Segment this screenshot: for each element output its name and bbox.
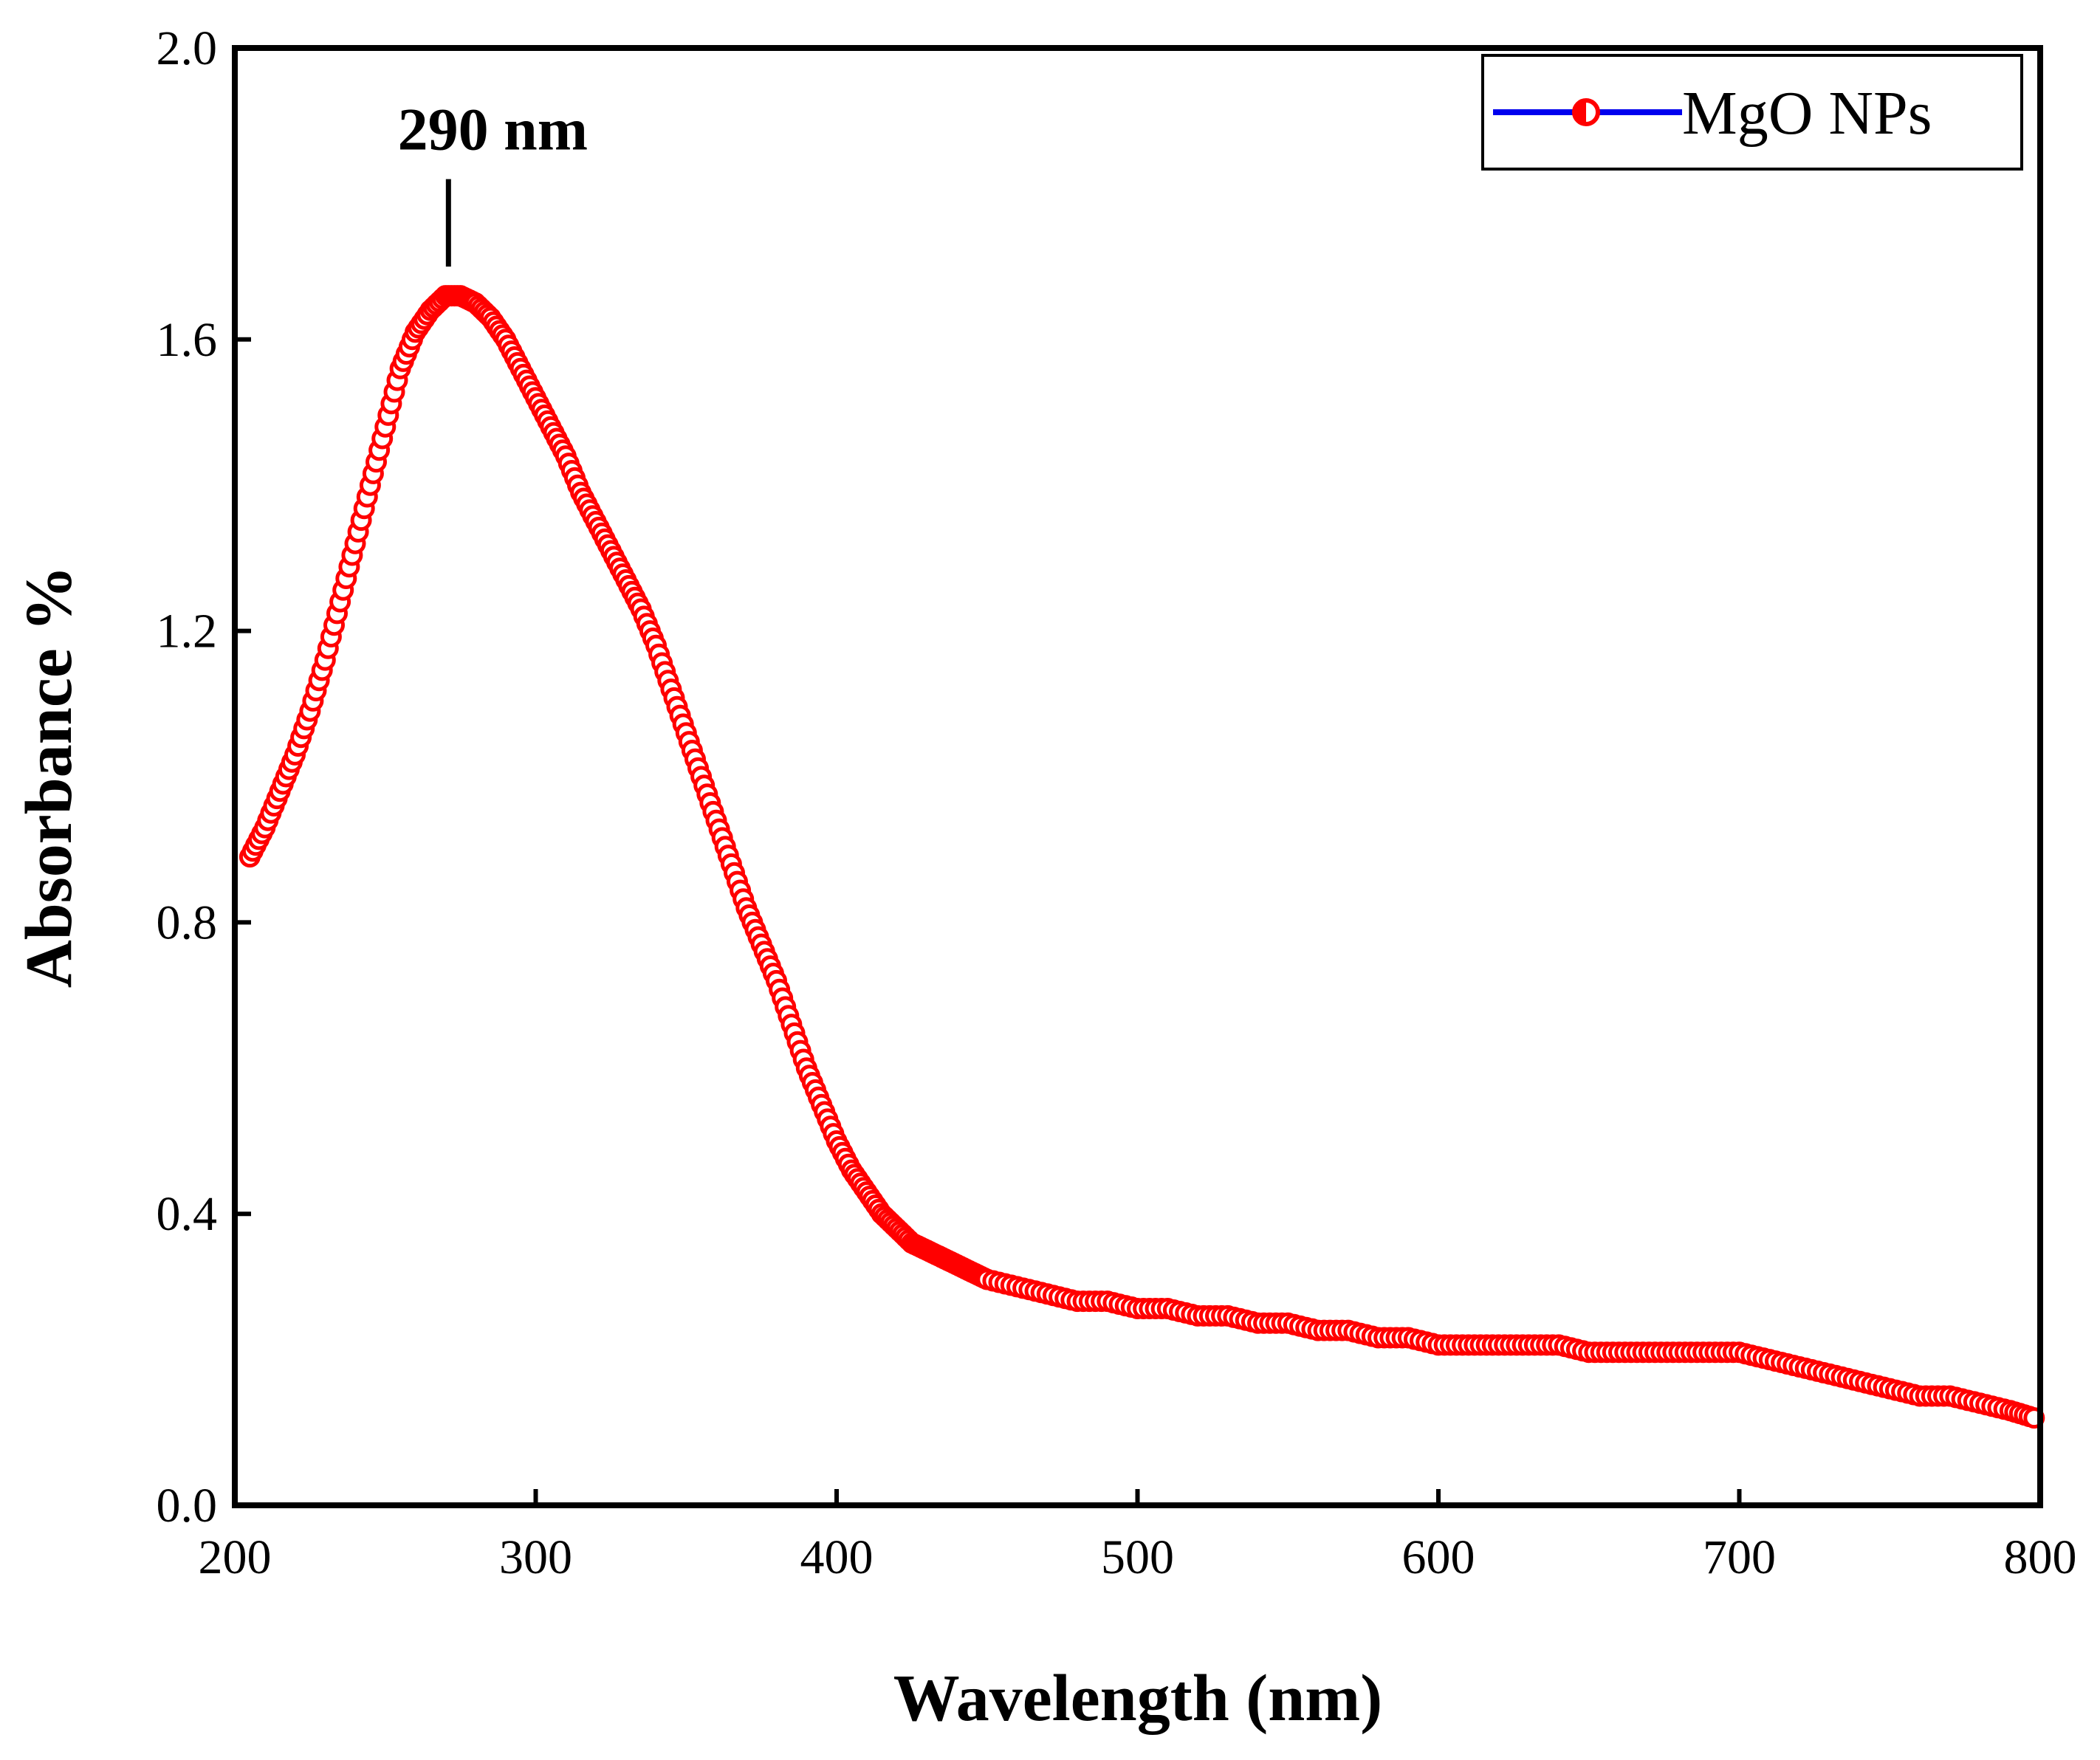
x-tick-label: 300 bbox=[499, 1530, 572, 1584]
x-tick-label: 400 bbox=[800, 1530, 874, 1584]
x-axis-title: Wavelength (nm) bbox=[893, 1662, 1382, 1735]
plot-frame bbox=[232, 45, 2043, 1508]
legend-marker-icon bbox=[1572, 98, 1600, 126]
x-tick-label: 500 bbox=[1101, 1530, 1174, 1584]
x-tick-label: 600 bbox=[1402, 1530, 1475, 1584]
peak-annotation-label: 290 nm bbox=[398, 96, 588, 163]
annotation-layer: 290 nm bbox=[398, 96, 588, 267]
y-tick-label: 1.6 bbox=[157, 313, 218, 367]
y-axis-title: Absorbance % bbox=[13, 566, 86, 989]
y-tick-label: 0.0 bbox=[157, 1479, 218, 1533]
y-tick-label: 1.2 bbox=[157, 605, 218, 659]
y-tick-label: 2.0 bbox=[157, 21, 218, 75]
x-tick-label: 200 bbox=[199, 1530, 272, 1584]
series-layer bbox=[239, 285, 2045, 1429]
y-tick-label: 0.8 bbox=[157, 896, 218, 949]
x-tick-label: 800 bbox=[2004, 1530, 2077, 1584]
ticks-layer: 200 300 400 500 600 700 800 0.0 0.4 0.8 1.2 1.6 2.0 bbox=[157, 21, 2077, 1584]
x-tick-label: 700 bbox=[1703, 1530, 1776, 1584]
legend: MgO NPs bbox=[1481, 54, 2023, 171]
y-tick-label: 0.4 bbox=[157, 1187, 218, 1241]
legend-label: MgO NPs bbox=[1682, 79, 1932, 148]
